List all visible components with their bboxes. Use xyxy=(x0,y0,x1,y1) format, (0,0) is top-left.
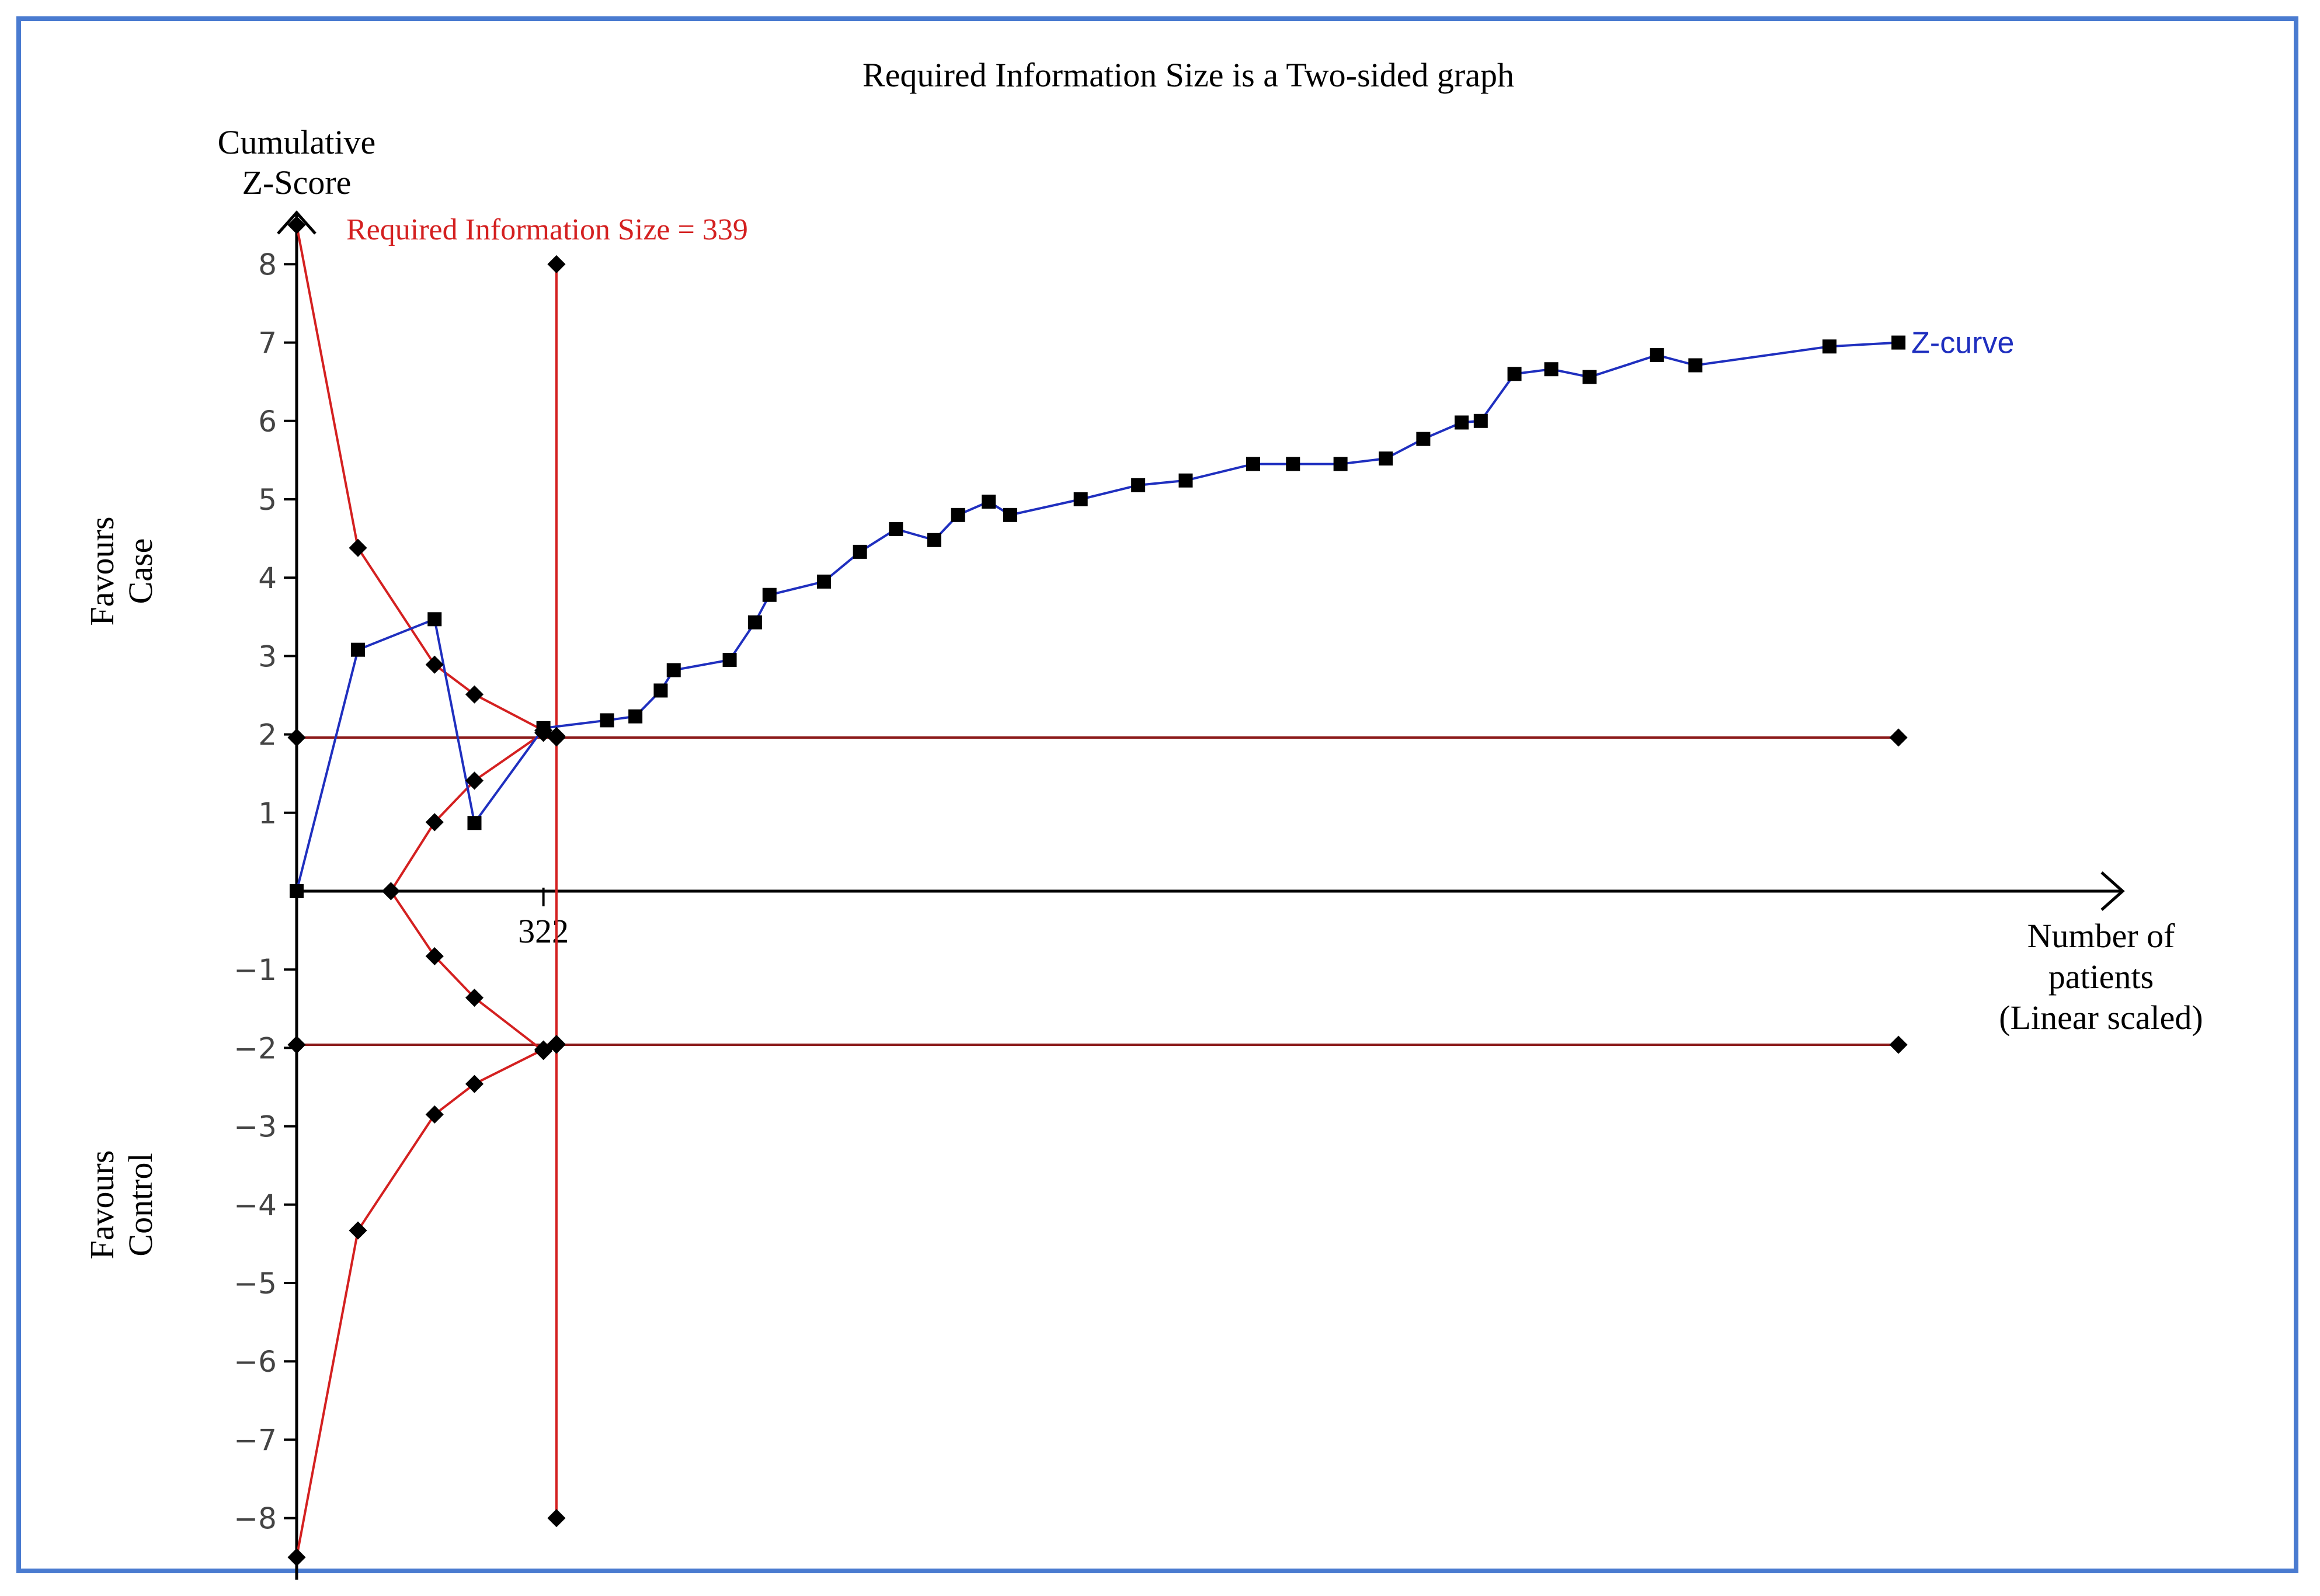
y-tick-label: 2 xyxy=(258,718,277,752)
z-curve-point xyxy=(1416,432,1431,446)
y-tick-label: −1 xyxy=(234,953,277,987)
x-axis-title-line-2: patients xyxy=(2048,958,2154,996)
z-curve-point xyxy=(1246,457,1260,471)
lower-boundary-point xyxy=(425,1105,444,1124)
boundary-point xyxy=(1889,728,1908,747)
y-tick-label: −2 xyxy=(234,1031,277,1065)
z-curve-point xyxy=(1473,413,1488,428)
z-curve-point xyxy=(1333,457,1348,471)
z-curve-series-label: Z-curve xyxy=(1911,326,2014,360)
lower-boundary-point xyxy=(287,1548,306,1567)
z-curve-point xyxy=(927,533,941,547)
z-curve-point xyxy=(536,721,551,735)
z-curve-point xyxy=(467,816,482,830)
upper-futility-line xyxy=(389,731,557,892)
y-tick-label: 6 xyxy=(258,405,277,439)
z-curve-point xyxy=(427,612,442,627)
z-curve-point xyxy=(1178,473,1193,488)
ris-label: Required Information Size = 339 xyxy=(346,213,748,246)
z-curve-point xyxy=(762,587,777,602)
upper-boundary-point xyxy=(425,655,444,674)
z-curve-point xyxy=(889,521,903,536)
z-curve-point xyxy=(1131,478,1146,492)
favours-case-label-line-2: Case xyxy=(121,538,159,604)
z-curve-point xyxy=(1073,492,1088,506)
boundary-point xyxy=(287,728,306,747)
z-curve-point xyxy=(1455,415,1469,430)
x-axis-arrowhead xyxy=(2100,871,2125,911)
z-curve-point xyxy=(1286,457,1300,471)
z-curve-point xyxy=(290,884,304,898)
favours-control-label-line-1: Favours xyxy=(83,1150,121,1260)
z-curve-point xyxy=(1544,362,1559,377)
y-axis-title-line-2: Z-Score xyxy=(242,164,352,201)
z-curve-point xyxy=(747,615,762,630)
z-curve-point xyxy=(1822,339,1836,354)
z-curve-point xyxy=(653,683,668,698)
y-tick-label: −6 xyxy=(234,1345,277,1379)
favours-control-label-line-2: Control xyxy=(121,1153,159,1256)
z-curve-point xyxy=(666,663,681,677)
z-curve-point xyxy=(628,709,643,724)
z-curve-point xyxy=(351,642,365,657)
x-axis-title-line-3: (Linear scaled) xyxy=(1999,999,2203,1037)
boundary-point xyxy=(1889,1035,1908,1054)
chart-title: Required Information Size is a Two-sided… xyxy=(862,56,1514,94)
y-tick-label: −5 xyxy=(234,1267,277,1301)
lower-boundary-point xyxy=(349,1221,367,1240)
favours-case-label-line-1: Favours xyxy=(83,517,121,626)
upper-boundary-point xyxy=(465,685,484,704)
z-curve-point xyxy=(600,713,614,728)
z-curve-point xyxy=(1650,348,1664,363)
boundary-point xyxy=(287,1035,306,1054)
y-tick-label: 5 xyxy=(258,483,277,517)
y-tick-label: 1 xyxy=(258,797,277,830)
y-tick-label: −3 xyxy=(234,1110,277,1144)
figure-frame xyxy=(16,16,2298,1573)
x-tick-label: 322 xyxy=(518,912,569,950)
lower-boundary-line xyxy=(295,1048,544,1558)
z-curve-point xyxy=(817,574,831,589)
lower-futility-point xyxy=(381,882,400,900)
y-axis-arrowhead xyxy=(277,210,316,235)
z-curve-point xyxy=(1891,335,1906,350)
z-curve-line xyxy=(295,341,1899,892)
upper-boundary-line xyxy=(295,224,544,732)
y-tick-label: −8 xyxy=(234,1502,277,1536)
y-tick-label: 3 xyxy=(258,639,277,673)
y-tick-label: −4 xyxy=(234,1188,277,1222)
z-curve-point xyxy=(853,544,867,559)
y-tick-label: 4 xyxy=(258,561,277,595)
upper-boundary-point xyxy=(287,215,306,234)
boundary-point xyxy=(547,255,566,273)
x-axis-title-line-1: Number of xyxy=(2027,917,2176,955)
z-curve-point xyxy=(982,495,996,509)
z-curve-point xyxy=(1003,507,1017,522)
z-curve-point xyxy=(1379,451,1393,466)
y-tick-label: −7 xyxy=(234,1423,277,1457)
y-axis-title-line-1: Cumulative xyxy=(218,123,376,161)
boundary-point xyxy=(547,1509,566,1528)
y-tick-label: 8 xyxy=(258,248,277,281)
z-curve-point xyxy=(722,653,737,667)
z-curve-point xyxy=(1688,358,1703,373)
z-curve-point xyxy=(1582,370,1597,384)
z-curve-point xyxy=(951,507,965,522)
y-tick-label: 7 xyxy=(258,326,277,360)
upper-boundary-point xyxy=(349,538,367,557)
z-curve-point xyxy=(1507,367,1522,381)
lower-boundary-point xyxy=(465,1075,484,1093)
